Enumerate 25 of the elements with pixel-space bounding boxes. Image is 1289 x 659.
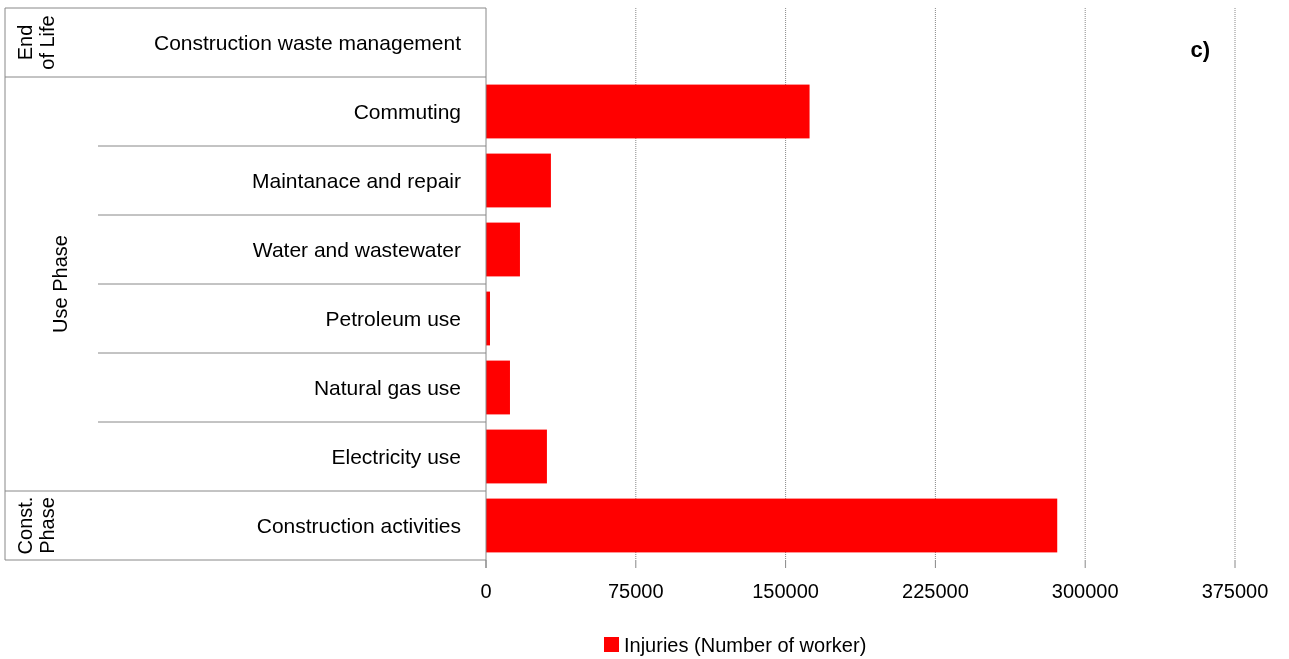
y-tick-label: Electricity use — [331, 444, 461, 468]
y-tick-label: Petroleum use — [325, 306, 461, 330]
y-tick-label: Natural gas use — [313, 375, 461, 399]
y-tick-label: Maintanace and repair — [252, 168, 461, 192]
y-tick-label: Water and wastewater — [252, 237, 461, 261]
bar — [486, 153, 551, 208]
y-tick-label: Construction waste management — [154, 30, 462, 54]
annotation: c) — [1190, 37, 1210, 62]
x-tick-label: 0 — [480, 580, 492, 602]
text: Const. Phase — [14, 496, 58, 555]
x-tick-label: 150000 — [752, 580, 819, 602]
y-tick-label: Commuting — [353, 99, 461, 123]
x-tick-label: 375000 — [1201, 580, 1269, 602]
bar — [486, 222, 520, 277]
bar — [486, 498, 1058, 553]
x-tick-label: 75000 — [607, 580, 664, 602]
text: Use Phase — [49, 235, 71, 333]
x-tick-label: 225000 — [902, 580, 969, 602]
bar — [486, 429, 547, 484]
legend-label: Injuries (Number of worker) — [624, 634, 867, 656]
y-tick-label: Construction activities — [256, 513, 461, 537]
bar — [486, 360, 510, 415]
bar — [486, 84, 810, 139]
x-tick-label: 300000 — [1051, 580, 1119, 602]
text: End of Life — [14, 15, 58, 70]
